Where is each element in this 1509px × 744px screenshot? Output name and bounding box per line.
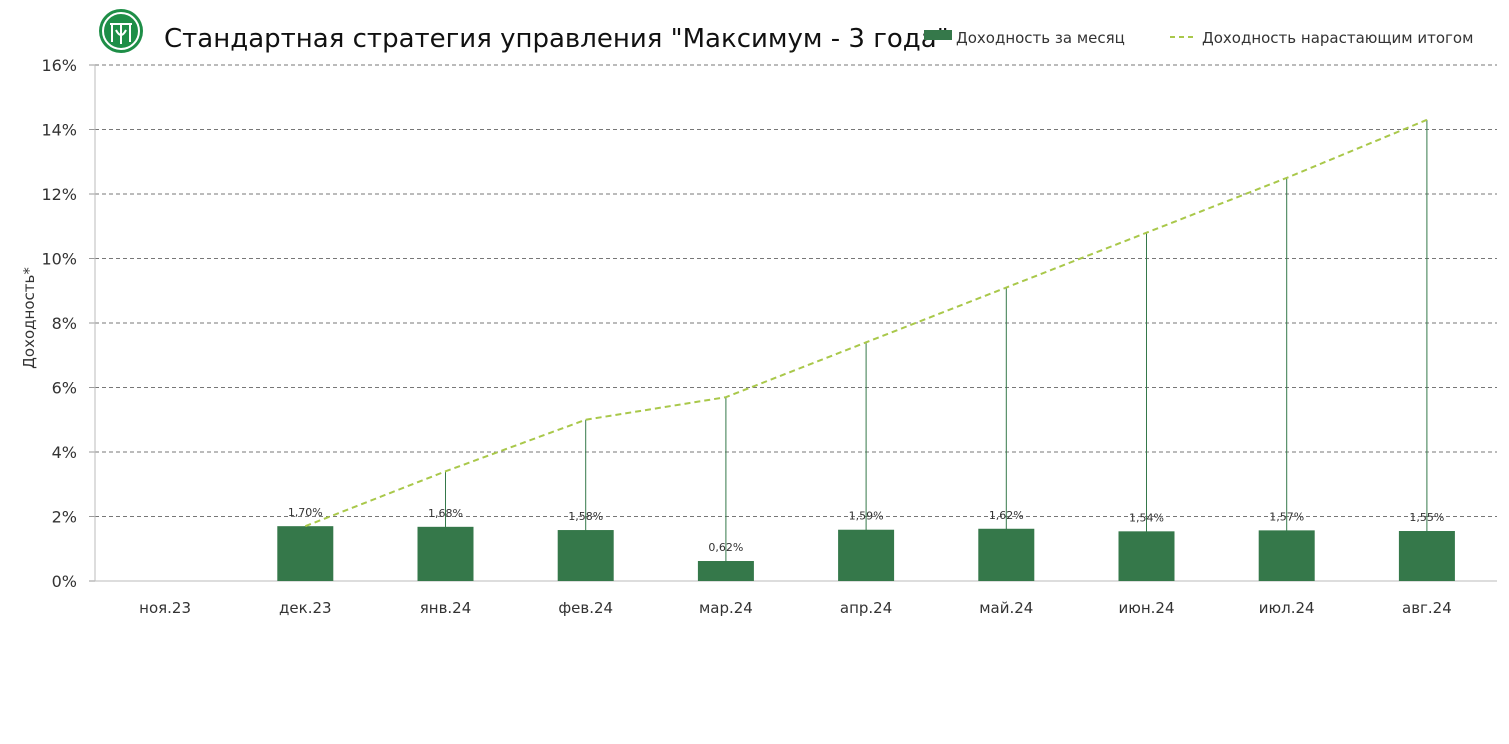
x-tick-label: ноя.23: [139, 599, 191, 617]
x-tick-label: июл.24: [1259, 599, 1315, 617]
bar: [277, 526, 334, 581]
y-tick-label: 2%: [52, 508, 77, 527]
data-label: 0,62%: [708, 541, 743, 554]
y-tick-label: 10%: [41, 250, 77, 269]
y-tick-label: 4%: [52, 443, 77, 462]
cumulative-line: [304, 118, 1428, 528]
bar: [417, 526, 474, 581]
data-label: 1,68%: [428, 507, 463, 520]
x-tick-label: май.24: [979, 599, 1033, 617]
chart-title: Стандартная стратегия управления "Максим…: [164, 24, 949, 54]
legend-label-monthly: Доходность за месяц: [956, 29, 1125, 47]
y-tick-label: 8%: [52, 314, 77, 333]
x-tick-label: янв.24: [420, 599, 472, 617]
data-label: 1,70%: [288, 506, 323, 519]
bar: [1258, 530, 1315, 581]
bar: [1398, 531, 1455, 581]
x-tick-label: фев.24: [558, 599, 613, 617]
legend-label-cumulative: Доходность нарастающим итогом: [1202, 29, 1473, 47]
y-tick-label: 14%: [41, 121, 77, 140]
data-labels: 1,70% 1,68% 1,58% 0,62% 1,59% 1,62% 1,54% 1,57%…: [288, 506, 1445, 554]
data-label: 1,55%: [1409, 511, 1444, 524]
y-tick-label: 0%: [52, 572, 77, 591]
data-label: 1,54%: [1129, 511, 1164, 524]
legend-bar-swatch: [924, 30, 952, 40]
y-tick-label: 6%: [52, 379, 77, 398]
y-tick-label: 12%: [41, 185, 77, 204]
bar: [697, 561, 754, 581]
bar: [978, 528, 1035, 581]
data-label: 1,57%: [1269, 510, 1304, 523]
x-tick-label: дек.23: [279, 599, 332, 617]
data-label: 1,59%: [849, 510, 884, 523]
x-tick-label: апр.24: [840, 599, 892, 617]
x-tick-label: июн.24: [1118, 599, 1174, 617]
data-label: 1,62%: [989, 509, 1024, 522]
y-axis-ticks: 0% 2% 4% 6% 8% 10% 12% 14% 16%: [41, 56, 95, 591]
bar: [557, 530, 614, 581]
bar: [1118, 531, 1175, 581]
y-axis-title: Доходность*: [20, 267, 38, 369]
company-seal-icon: [99, 9, 143, 53]
bars: [277, 526, 1455, 581]
x-axis-labels: ноя.23 дек.23 янв.24 фев.24 мар.24 апр.24 май.…: [139, 599, 1452, 617]
x-tick-label: авг.24: [1402, 599, 1452, 617]
y-tick-label: 16%: [41, 56, 77, 75]
bar: [838, 529, 895, 581]
legend: Доходность за месяц Доходность нарастающ…: [924, 29, 1473, 47]
x-tick-label: мар.24: [699, 599, 753, 617]
data-label: 1,58%: [568, 510, 603, 523]
